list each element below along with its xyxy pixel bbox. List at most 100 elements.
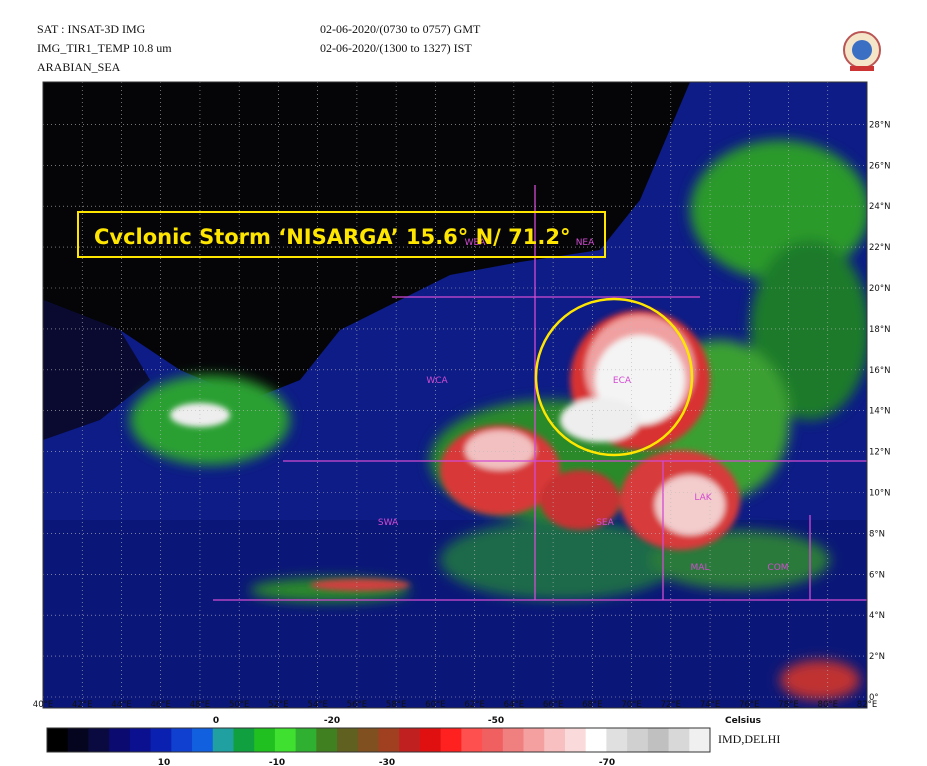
longitude-label: 64°E bbox=[504, 700, 524, 710]
longitude-label: 70°E bbox=[621, 700, 641, 710]
region-label: NEA bbox=[576, 238, 595, 248]
region-label: LAK bbox=[694, 493, 712, 503]
latitude-label: 8°N bbox=[869, 529, 885, 539]
latitude-label: 0° bbox=[869, 693, 879, 703]
colorbar-swatch bbox=[254, 728, 276, 752]
longitude-label: 44°E bbox=[111, 700, 131, 710]
credit: IMD,DELHI bbox=[718, 732, 780, 746]
region-label: SEA bbox=[596, 518, 614, 528]
region-label: ECA bbox=[613, 376, 632, 386]
colorbar-label: -30 bbox=[379, 758, 395, 766]
latitude-label: 28°N bbox=[869, 120, 890, 130]
colorbar-swatch bbox=[316, 728, 338, 752]
colorbar-swatch bbox=[47, 728, 69, 752]
colorbar-swatch bbox=[109, 728, 131, 752]
colorbar-frame bbox=[46, 727, 711, 753]
colorbar-swatch bbox=[129, 728, 152, 752]
region-label: WEA bbox=[465, 238, 487, 248]
region-name: ARABIAN_SEA bbox=[37, 60, 121, 74]
region-label: MAL bbox=[691, 563, 710, 573]
annotation-box bbox=[77, 211, 606, 258]
colorbar-swatch bbox=[171, 728, 193, 752]
longitude-label: 42°E bbox=[72, 700, 92, 710]
colorbar-label: 0 bbox=[213, 716, 219, 726]
graticule bbox=[43, 82, 867, 708]
latitude-label: 10°N bbox=[869, 489, 890, 499]
longitude-label: 56°E bbox=[347, 700, 367, 710]
satellite-image: WEA NEA WCA ECA SWA SEA LAK MAL COM bbox=[43, 82, 867, 708]
storm-circle bbox=[534, 297, 694, 457]
colorbar-label: 10 bbox=[158, 758, 171, 766]
colorbar-swatch bbox=[668, 728, 690, 752]
colorbar-swatch bbox=[461, 728, 483, 752]
latitude-label: 18°N bbox=[869, 325, 890, 335]
longitude-label: 60°E bbox=[425, 700, 445, 710]
colorbar-swatch bbox=[295, 728, 317, 752]
region-boundaries bbox=[213, 185, 867, 601]
longitude-label: 62°E bbox=[464, 700, 484, 710]
colorbar-swatch bbox=[150, 728, 172, 752]
region-label: WCA bbox=[426, 376, 448, 386]
colorbar-label: -50 bbox=[488, 716, 504, 726]
longitude-label: 40°E bbox=[33, 700, 53, 710]
longitude-label: 66°E bbox=[543, 700, 563, 710]
colorbar-swatch bbox=[399, 728, 421, 752]
colorbar-swatch bbox=[274, 728, 297, 752]
latitude-label: 14°N bbox=[869, 407, 890, 417]
longitude-label: 72°E bbox=[661, 700, 681, 710]
region-label: SWA bbox=[378, 518, 399, 528]
colorbar-swatch bbox=[337, 728, 359, 752]
colorbar-swatch bbox=[627, 728, 649, 752]
latitude-label: 26°N bbox=[869, 161, 890, 171]
time-ist: 02-06-2020/(1300 to 1327) IST bbox=[320, 41, 472, 55]
latitude-label: 16°N bbox=[869, 366, 890, 376]
time-gmt: 02-06-2020/(0730 to 0757) GMT bbox=[320, 22, 481, 36]
colorbar-swatch bbox=[192, 728, 214, 752]
latitude-label: 6°N bbox=[869, 570, 885, 580]
colorbar-swatch bbox=[647, 728, 670, 752]
satellite-name: SAT : INSAT-3D IMG bbox=[37, 22, 146, 36]
colorbar-swatch bbox=[88, 728, 110, 752]
colorbar-label: -70 bbox=[599, 758, 615, 766]
colorbar-swatch bbox=[212, 728, 234, 752]
longitude-label: 80°E bbox=[818, 700, 838, 710]
longitude-label: 46°E bbox=[150, 700, 170, 710]
longitude-label: 68°E bbox=[582, 700, 602, 710]
longitude-label: 50°E bbox=[229, 700, 249, 710]
colorbar-swatch bbox=[564, 728, 587, 752]
colorbar-swatch bbox=[502, 728, 525, 752]
imd-emblem bbox=[843, 31, 881, 71]
colorbar-swatch bbox=[67, 728, 89, 752]
channel-name: IMG_TIR1_TEMP 10.8 um bbox=[37, 41, 172, 55]
colorbar-swatch bbox=[233, 728, 255, 752]
colorbar-swatch bbox=[606, 728, 628, 752]
colorbar-swatch bbox=[357, 728, 379, 752]
latitude-label: 24°N bbox=[869, 202, 890, 212]
colorbar: 0 -20 -50 10 -10 -30 -70 Celsius IMD,DELHI bbox=[46, 716, 780, 766]
storm-annotation: Cvclonic Storm ‘NISARGA’ 15.6° N/ 71.2° bbox=[94, 225, 570, 249]
longitude-label: 76°E bbox=[739, 700, 759, 710]
longitude-label: 52°E bbox=[268, 700, 288, 710]
map-frame bbox=[42, 81, 868, 709]
latitude-label: 20°N bbox=[869, 284, 890, 294]
region-label: COM bbox=[767, 563, 788, 573]
colorbar-swatch bbox=[544, 728, 566, 752]
colorbar-swatch bbox=[419, 728, 442, 752]
longitude-label: 78°E bbox=[778, 700, 798, 710]
colorbar-label: -20 bbox=[324, 716, 340, 726]
colorbar-swatch bbox=[523, 728, 545, 752]
colorbar-swatch bbox=[585, 728, 607, 752]
colorbar-swatch bbox=[440, 728, 462, 752]
longitude-label: 48°E bbox=[190, 700, 210, 710]
colorbar-swatch bbox=[689, 728, 711, 752]
longitude-label: 82°E bbox=[857, 700, 877, 710]
longitude-label: 54°E bbox=[307, 700, 327, 710]
colorbar-swatch bbox=[482, 728, 504, 752]
colorbar-swatch bbox=[378, 728, 400, 752]
latitude-label: 2°N bbox=[869, 652, 885, 662]
latitude-label: 12°N bbox=[869, 448, 890, 458]
colorbar-unit: Celsius bbox=[725, 716, 761, 726]
colorbar-label: -10 bbox=[269, 758, 285, 766]
longitude-label: 58°E bbox=[386, 700, 406, 710]
